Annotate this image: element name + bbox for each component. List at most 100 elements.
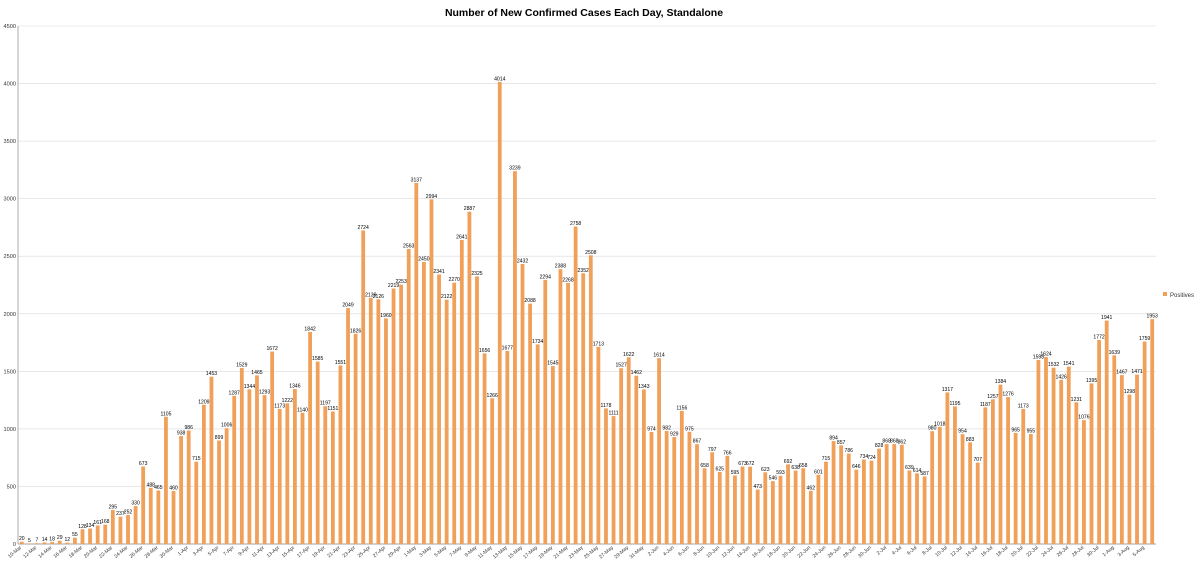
data-label: 724	[867, 455, 876, 461]
data-label: 1105	[160, 411, 171, 417]
data-label: 639	[905, 465, 914, 471]
data-label: 2139	[365, 292, 376, 298]
data-label: 2049	[342, 303, 353, 309]
bar	[452, 282, 457, 544]
data-label: 2253	[395, 279, 406, 285]
bar	[330, 411, 335, 544]
bar	[824, 461, 828, 544]
bar	[535, 344, 540, 544]
data-label: 29	[57, 535, 63, 541]
bar	[164, 416, 168, 544]
data-label: 975	[685, 426, 694, 432]
bar	[937, 426, 942, 544]
x-tick-label: 27-May	[598, 545, 615, 561]
bar	[110, 510, 115, 544]
data-label: 2994	[426, 194, 437, 200]
data-label: 2268	[562, 277, 573, 283]
data-label: 1598	[1033, 355, 1044, 361]
data-label: 828	[875, 443, 884, 449]
bar	[596, 346, 601, 544]
data-label: 2508	[585, 250, 596, 256]
bar	[194, 461, 199, 544]
bar	[687, 431, 692, 544]
x-tick-label: 1-May	[403, 545, 418, 559]
data-label: 237	[116, 511, 125, 517]
x-tick-label: 11-May	[477, 545, 494, 560]
bar	[505, 350, 510, 544]
bar	[793, 470, 798, 544]
y-tick-labels: 0 500 1000 1500 2000 2500 3000 3500 4000 4500	[4, 24, 16, 548]
x-tick-label: 3-May	[418, 545, 433, 559]
bar	[475, 276, 479, 544]
data-label: 786	[844, 448, 853, 454]
data-label: 1467	[1116, 370, 1127, 376]
bar	[459, 239, 464, 544]
x-tick-label: 5-Apr	[207, 545, 220, 558]
data-label: 2341	[433, 269, 444, 275]
data-label: 1197	[320, 401, 331, 407]
data-label: 980	[928, 426, 937, 432]
bar	[717, 472, 722, 544]
data-label: 638	[791, 465, 800, 471]
data-label: 2724	[358, 225, 369, 231]
x-tick-label: 13-May	[492, 545, 509, 561]
bar	[1089, 383, 1094, 544]
data-label: 1713	[593, 341, 604, 347]
bar	[915, 473, 919, 544]
data-label: 3239	[509, 166, 520, 172]
data-label: 1346	[289, 384, 300, 390]
data-label: 601	[814, 469, 823, 475]
bar	[808, 490, 813, 544]
data-label: 2122	[441, 294, 452, 300]
data-label: 1395	[1086, 378, 1097, 384]
x-tick-label: 1-Aug	[1101, 545, 1115, 558]
x-tick-label: 6-Jun	[677, 545, 691, 558]
bar	[786, 464, 790, 544]
data-label: 2641	[456, 234, 467, 240]
x-tick-label: 24-Jun	[812, 545, 828, 560]
x-tick-label: 24-Mar	[113, 545, 129, 560]
data-label: 955	[1027, 429, 1036, 435]
y-tick-label: 4500	[4, 24, 16, 30]
bar	[1097, 340, 1101, 544]
bar	[368, 297, 373, 544]
data-label: 1953	[1147, 314, 1158, 320]
y-tick-label: 500	[7, 484, 16, 490]
gridlines	[18, 25, 1156, 545]
bar	[968, 442, 973, 544]
data-label: 161	[93, 520, 102, 526]
data-label: 2219	[388, 283, 399, 289]
data-label: 2126	[373, 294, 384, 300]
data-label: 1173	[1018, 403, 1029, 409]
bar	[983, 407, 988, 544]
bar	[19, 541, 24, 544]
data-label: 2325	[471, 271, 482, 277]
data-label: 473	[753, 484, 762, 490]
data-label: 673	[738, 461, 747, 467]
data-label: 14	[42, 537, 48, 543]
data-label: 4014	[494, 76, 505, 82]
data-label: 1343	[638, 384, 649, 390]
y-tick-label: 3000	[4, 197, 16, 203]
bar	[862, 459, 866, 544]
bar	[558, 269, 563, 544]
bar	[50, 541, 55, 544]
data-label: 252	[124, 509, 133, 515]
x-tick-label: 5-May	[433, 545, 448, 559]
x-tick-label: 30-Jul	[1086, 545, 1100, 558]
data-label: 646	[852, 464, 861, 470]
data-label: 1622	[623, 352, 634, 358]
data-label: 862	[898, 439, 907, 445]
bar	[892, 444, 897, 544]
data-label: 1276	[1002, 392, 1013, 398]
bar	[1028, 434, 1033, 544]
bar	[201, 404, 206, 544]
data-label: 673	[139, 461, 148, 467]
bar	[346, 308, 350, 544]
data-label: 55	[72, 532, 78, 538]
bar	[148, 487, 153, 544]
x-tick-label: 22-Jul	[1025, 545, 1039, 558]
bar	[209, 376, 214, 544]
data-label: 1677	[502, 345, 513, 351]
bar	[270, 351, 275, 544]
